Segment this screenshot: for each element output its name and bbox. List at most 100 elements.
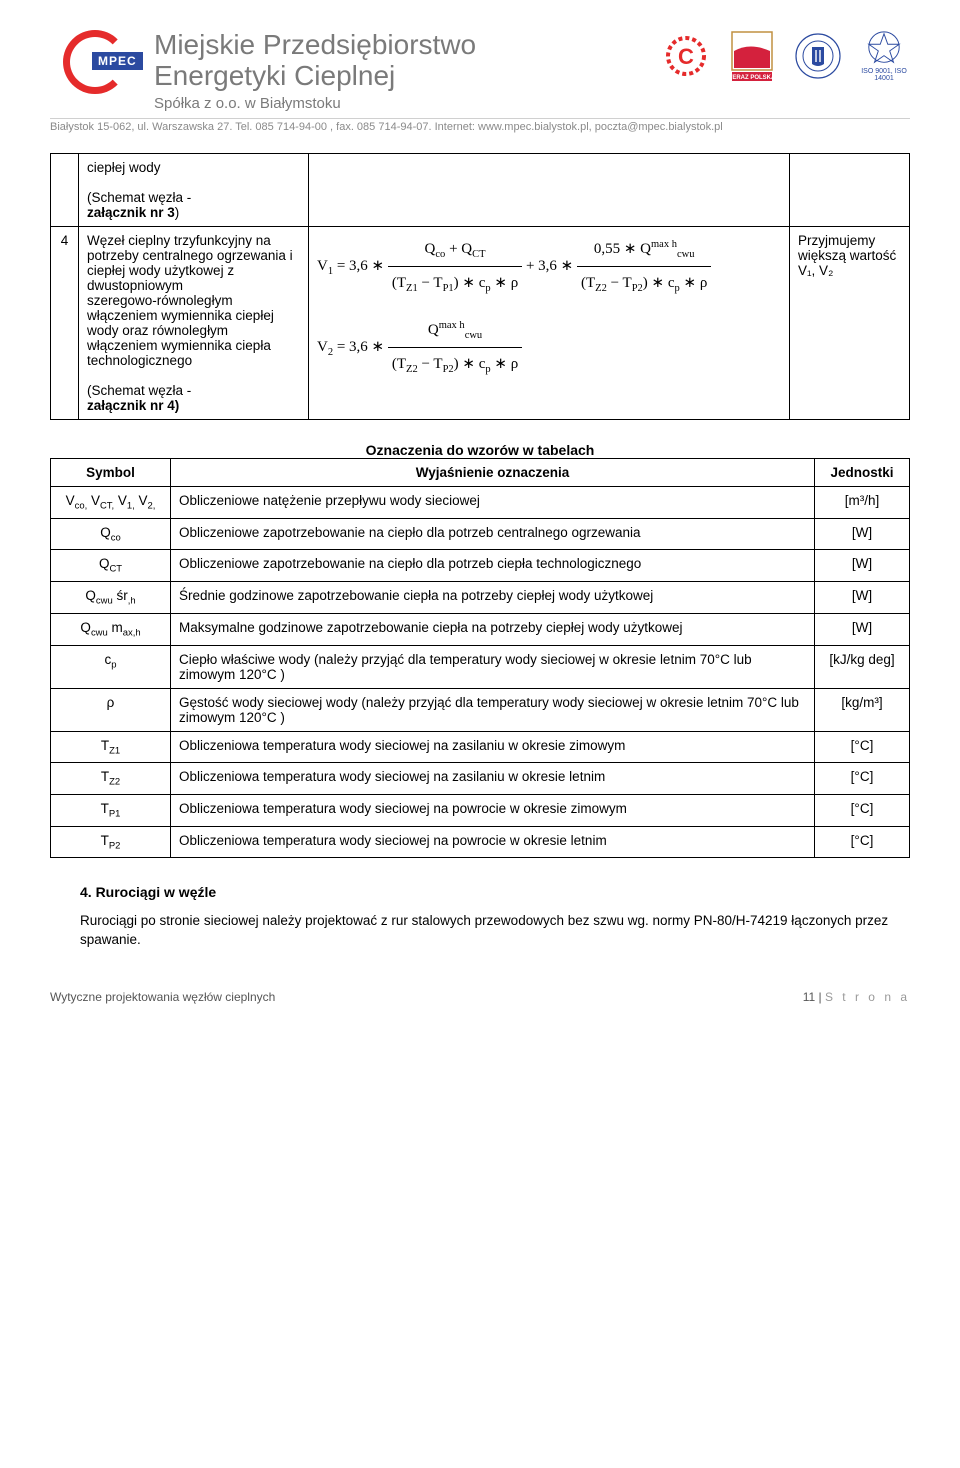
cell-symbol: TP2	[51, 826, 171, 858]
symbols-table: Symbol Wyjaśnienie oznaczenia Jednostki …	[50, 458, 910, 858]
row-top-formula-blank	[309, 154, 790, 227]
f-txt: Q	[425, 241, 436, 257]
cell-unit: [°C]	[815, 826, 910, 858]
th-expl: Wyjaśnienie oznaczenia	[171, 459, 815, 487]
company-line1: Miejskie Przedsiębiorstwo	[154, 30, 476, 61]
cell-expl: Obliczeniowe zapotrzebowanie na ciepło d…	[171, 518, 815, 550]
f-txt: V	[317, 258, 328, 274]
cell-unit: [W]	[815, 518, 910, 550]
cell-symbol: Qcwu max,h	[51, 613, 171, 645]
table-row: Vco, VCT, V1, V2,Obliczeniowe natężenie …	[51, 487, 910, 519]
f-txt: = 3,6 ∗	[333, 339, 388, 355]
badge-cieplo-icon: C	[660, 30, 712, 82]
table-row: TP2Obliczeniowa temperatura wody sieciow…	[51, 826, 910, 858]
cell-unit: [°C]	[815, 763, 910, 795]
logo-text: MPEC	[92, 52, 143, 70]
fraction: 0,55 ∗ Qmax hcwu (TZ2 − TP2) ∗ cp ∗ ρ	[577, 233, 711, 300]
cell-symbol: TZ2	[51, 763, 171, 795]
f-sub: Z2	[406, 364, 418, 375]
header-left: MPEC Miejskie Przedsiębiorstwo Energetyk…	[50, 30, 476, 112]
f-sub: co	[435, 249, 445, 260]
table-row: cpCiepło właściwe wody (należy przyjąć d…	[51, 645, 910, 688]
company-line2: Energetyki Cieplnej	[154, 61, 476, 92]
fraction: Qmax hcwu (TZ2 − TP2) ∗ cp ∗ ρ	[388, 314, 522, 381]
cell-symbol: cp	[51, 645, 171, 688]
section4-body: Rurociągi po stronie sieciowej należy pr…	[80, 912, 910, 950]
cell-expl: Obliczeniowe zapotrzebowanie na ciepło d…	[171, 550, 815, 582]
f-txt: (T	[581, 275, 595, 291]
table-row: ρGęstość wody sieciowej wody (należy prz…	[51, 688, 910, 731]
footer-page-label: S t r o n a	[825, 990, 910, 1004]
f-txt: V	[317, 339, 328, 355]
badge-udt-cert-icon	[792, 30, 844, 82]
f-sub: P1	[443, 283, 454, 294]
cell-expl: Obliczeniowa temperatura wody sieciowej …	[171, 731, 815, 763]
row-top-note-blank	[790, 154, 910, 227]
cell-symbol: QCT	[51, 550, 171, 582]
table-row: QCTObliczeniowe zapotrzebowanie na ciepł…	[51, 550, 910, 582]
cell-unit: [W]	[815, 550, 910, 582]
row-top-desc: ciepłej wody (Schemat węzła - załącznik …	[79, 154, 309, 227]
cell-expl: Maksymalne godzinowe zapotrzebowanie cie…	[171, 613, 815, 645]
footer-left: Wytyczne projektowania węzłów cieplnych	[50, 990, 275, 1004]
f-txt: − T	[418, 356, 443, 372]
table-row: TZ1Obliczeniowa temperatura wody sieciow…	[51, 731, 910, 763]
table-row: Qcwu max,hMaksymalne godzinowe zapotrzeb…	[51, 613, 910, 645]
f-txt: (T	[392, 275, 406, 291]
cell-symbol: Vco, VCT, V1, V2,	[51, 487, 171, 519]
company-logo: MPEC	[50, 30, 140, 94]
cell-unit: [kJ/kg deg]	[815, 645, 910, 688]
row4-tail-a: (Schemat węzła -	[87, 383, 191, 398]
cell-unit: [°C]	[815, 731, 910, 763]
formula-v2: V2 = 3,6 ∗ Qmax hcwu (TZ2 − TP2) ∗ cp ∗ …	[317, 314, 781, 381]
f-txt: + 3,6 ∗	[526, 258, 577, 274]
f-sub: cwu	[465, 330, 483, 341]
tbl2-body: Vco, VCT, V1, V2,Obliczeniowe natężenie …	[51, 487, 910, 858]
row4-desc-text: Węzeł cieplny trzyfunkcyjny na potrzeby …	[87, 233, 293, 368]
table-row: TP1Obliczeniowa temperatura wody sieciow…	[51, 794, 910, 826]
formula-table: ciepłej wody (Schemat węzła - załącznik …	[50, 153, 910, 420]
page-footer: Wytyczne projektowania węzłów cieplnych …	[50, 990, 910, 1004]
formula-v1: V1 = 3,6 ∗ Qco + QCT (TZ1 − TP1) ∗ cp ∗ …	[317, 233, 781, 300]
th-symbol: Symbol	[51, 459, 171, 487]
cell-symbol: TP1	[51, 794, 171, 826]
fraction: Qco + QCT (TZ1 − TP1) ∗ cp ∗ ρ	[388, 233, 522, 300]
f-sub: Z1	[406, 283, 418, 294]
cell-unit: [m³/h]	[815, 487, 910, 519]
f-txt: ) ∗ c	[643, 275, 675, 291]
f-txt: ∗ ρ	[491, 275, 519, 291]
cell-expl: Obliczeniowa temperatura wody sieciowej …	[171, 826, 815, 858]
company-line3: Spółka z o.o. w Białymstoku	[154, 96, 476, 113]
f-txt: − T	[418, 275, 443, 291]
f-txt: ) ∗ c	[454, 275, 486, 291]
table-row: 4 Węzeł cieplny trzyfunkcyjny na potrzeb…	[51, 227, 910, 420]
badge-iso-icon: ISO 9001, ISO 14001	[858, 30, 910, 82]
f-sub: P2	[443, 364, 454, 375]
cell-unit: [W]	[815, 613, 910, 645]
tbl2-caption: Oznaczenia do wzorów w tabelach	[50, 442, 910, 458]
f-sup: max h	[651, 239, 677, 250]
row-top-desc2c: )	[175, 205, 180, 220]
cell-expl: Obliczeniowe natężenie przepływu wody si…	[171, 487, 815, 519]
f-sub: P2	[632, 283, 643, 294]
row-top-desc2b: załącznik nr 3	[87, 205, 175, 220]
table-head-row: Symbol Wyjaśnienie oznaczenia Jednostki	[51, 459, 910, 487]
row4-note: Przyjmujemy większą wartość V₁, V₂	[790, 227, 910, 420]
f-txt: (T	[392, 356, 406, 372]
section4-title: 4. Rurociągi w węźle	[80, 884, 910, 900]
col-num-blank	[51, 154, 79, 227]
table-row: TZ2Obliczeniowa temperatura wody sieciow…	[51, 763, 910, 795]
cell-expl: Średnie godzinowe zapotrzebowanie ciepła…	[171, 582, 815, 614]
footer-page-num: 11	[803, 990, 815, 1004]
f-txt: 0,55 ∗ Q	[594, 241, 651, 257]
row4-formula: V1 = 3,6 ∗ Qco + QCT (TZ1 − TP1) ∗ cp ∗ …	[309, 227, 790, 420]
cell-symbol: Qcwu śr,h	[51, 582, 171, 614]
cell-unit: [°C]	[815, 794, 910, 826]
cell-expl: Gęstość wody sieciowej wody (należy przy…	[171, 688, 815, 731]
f-sub: Z2	[595, 283, 607, 294]
table-row: Qcwu śr,hŚrednie godzinowe zapotrzebowan…	[51, 582, 910, 614]
header-rule	[50, 118, 910, 119]
badge-teraz-polska-icon: TERAZ POLSKA	[726, 30, 778, 82]
table-row: ciepłej wody (Schemat węzła - załącznik …	[51, 154, 910, 227]
row-top-desc1: ciepłej wody	[87, 160, 161, 175]
